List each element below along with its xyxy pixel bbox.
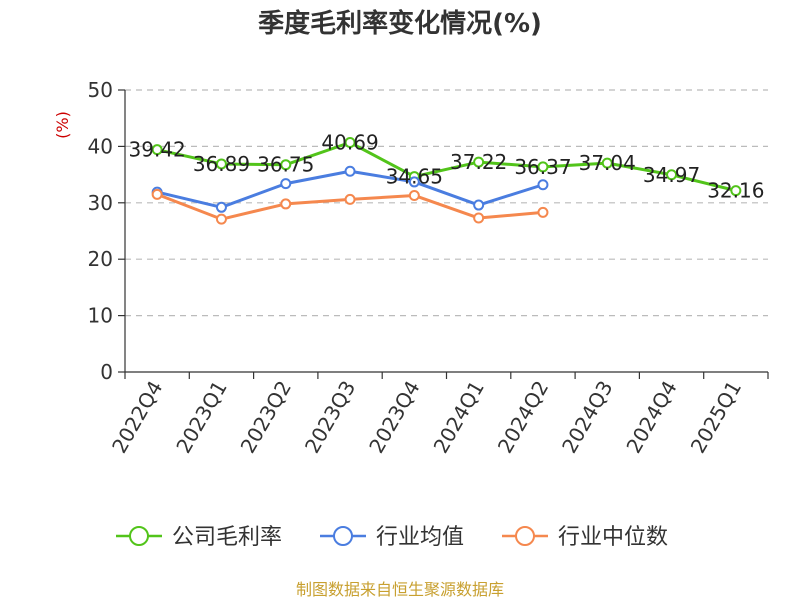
x-tick-label: 2022Q4 — [107, 377, 167, 458]
data-point — [537, 206, 549, 218]
data-label: 40.69 — [321, 131, 378, 155]
x-tick-label: 2024Q1 — [429, 377, 489, 458]
y-tick-label: 40 — [88, 134, 113, 158]
series-line — [156, 141, 737, 193]
data-label: 37.22 — [450, 150, 507, 174]
axes: 0 10 20 30 40 50 2022Q4 2023Q1 2023Q2 2023Q3 2023Q… — [88, 78, 769, 458]
grid-lines — [125, 89, 768, 317]
source-note: 制图数据来自恒生聚源数据库 — [296, 580, 504, 599]
legend-marker — [333, 526, 353, 546]
data-label: 34.97 — [643, 163, 700, 187]
data-point — [151, 144, 163, 156]
legend-item: 公司毛利率 — [116, 525, 282, 550]
data-point — [408, 176, 420, 188]
y-axis-unit: (%) — [53, 111, 72, 139]
data-point — [666, 169, 678, 181]
legend-marker — [515, 526, 535, 546]
data-point — [280, 178, 292, 190]
legend-marker — [129, 526, 149, 546]
y-tick-label: 20 — [88, 247, 113, 271]
data-point — [215, 213, 227, 225]
data-point — [601, 157, 613, 169]
y-tick-label: 10 — [88, 304, 113, 328]
x-tick-label: 2024Q2 — [493, 377, 553, 458]
data-label: 37.04 — [579, 151, 636, 175]
data-point — [215, 158, 227, 170]
data-point — [473, 212, 485, 224]
data-point — [344, 193, 356, 205]
x-tick-label: 2023Q1 — [171, 377, 231, 458]
legend-item: 行业均值 — [320, 525, 464, 550]
data-point — [151, 188, 163, 200]
data-label: 39.42 — [129, 138, 186, 162]
x-tick-label: 2024Q4 — [621, 377, 681, 458]
data-label: 36.37 — [514, 155, 571, 179]
legend-label: 公司毛利率 — [172, 525, 282, 550]
data-point — [280, 159, 292, 171]
y-tick-label: 50 — [88, 78, 113, 102]
data-labels: 39.42 36.89 36.75 40.69 34.65 37.22 36.37 37.04… — [129, 131, 765, 203]
data-label: 36.89 — [193, 152, 250, 176]
data-point — [537, 179, 549, 191]
data-label: 34.65 — [386, 165, 443, 189]
data-point — [473, 156, 485, 168]
legend-item: 行业中位数 — [502, 525, 668, 550]
y-tick-label: 0 — [100, 360, 113, 384]
data-point — [473, 199, 485, 211]
y-tick-label: 30 — [88, 191, 113, 215]
x-tick-label: 2025Q1 — [686, 377, 746, 458]
data-point — [344, 165, 356, 177]
legend-label: 行业均值 — [376, 525, 464, 550]
legend-label: 行业中位数 — [558, 525, 668, 550]
data-label: 32.16 — [707, 179, 764, 203]
data-point — [408, 189, 420, 201]
data-point — [344, 137, 356, 149]
chart-title: 季度毛利率变化情况(%) — [258, 8, 542, 39]
data-point — [280, 198, 292, 210]
data-point — [730, 185, 742, 197]
x-tick-label: 2023Q4 — [364, 377, 424, 458]
data-label: 36.75 — [257, 153, 314, 177]
series-layer — [151, 137, 742, 225]
data-point — [215, 201, 227, 213]
legend: 公司毛利率 行业均值 行业中位数 — [116, 525, 668, 550]
data-point — [537, 161, 549, 173]
x-tick-label: 2023Q3 — [300, 377, 360, 458]
x-tick-label: 2024Q3 — [557, 377, 617, 458]
x-tick-label: 2023Q2 — [236, 377, 296, 458]
